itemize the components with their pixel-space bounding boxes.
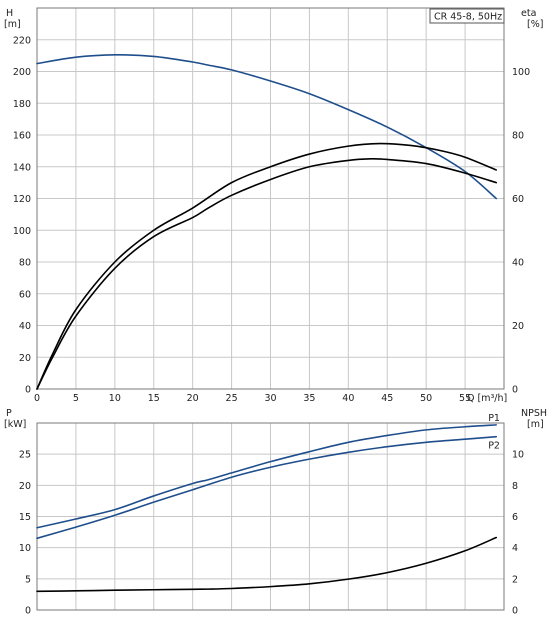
grid-layer — [36, 7, 505, 611]
x-tick-label: 10 — [109, 393, 121, 404]
left-tick-label: 80 — [19, 258, 31, 269]
left-tick-label: 220 — [13, 35, 31, 46]
left-tick-label: 20 — [19, 353, 31, 364]
left-tick-label: 0 — [25, 385, 31, 396]
left-tick-label: 100 — [13, 226, 31, 237]
x-tick-label: 5 — [73, 393, 79, 404]
right-tick-label: 60 — [512, 194, 524, 205]
left-tick-label: 15 — [19, 512, 31, 523]
x-tick-label: 25 — [226, 393, 238, 404]
right-axis-label: NPSH — [521, 408, 547, 419]
left-axis-label: H — [6, 8, 13, 19]
left-tick-label: 40 — [19, 321, 31, 332]
efficiency-inner-curve — [36, 157, 498, 390]
left-tick-label: 0 — [25, 606, 31, 617]
x-tick-label: 20 — [187, 393, 199, 404]
labels-layer: 0204060801001201401601802002200204060801… — [4, 8, 547, 617]
legend-label: CR 45-8, 50Hz — [434, 12, 502, 23]
legend-box — [429, 8, 505, 24]
left-tick-label: 25 — [19, 450, 31, 461]
left-tick-label: 140 — [13, 162, 31, 173]
right-tick-label: 0 — [512, 606, 518, 617]
left-tick-label: 20 — [19, 481, 31, 492]
x-tick-label: 0 — [34, 393, 40, 404]
left-tick-label: 180 — [13, 99, 31, 110]
x-tick-label: 55 — [459, 393, 471, 404]
right-tick-label: 80 — [512, 131, 524, 142]
efficiency-outer-curve — [36, 142, 498, 390]
left-tick-label: 160 — [13, 131, 31, 142]
series-label-p1: P1 — [488, 413, 500, 424]
x-tick-label: 45 — [381, 393, 393, 404]
plot-frame — [36, 7, 505, 390]
plot-frame — [36, 422, 505, 611]
x-tick-label: 30 — [264, 393, 276, 404]
x-tick-label: 35 — [303, 393, 315, 404]
right-tick-label: 4 — [512, 543, 518, 554]
left-tick-label: 120 — [13, 194, 31, 205]
npsh-curve — [36, 536, 498, 593]
x-tick-label: 15 — [148, 393, 160, 404]
head-curve — [36, 54, 498, 200]
right-tick-label: 100 — [512, 67, 530, 78]
right-tick-label: 20 — [512, 321, 524, 332]
left-axis-label: P — [6, 408, 12, 419]
right-axis-unit: [m] — [527, 419, 544, 430]
x-tick-label: 50 — [420, 393, 432, 404]
p1-curve — [36, 424, 498, 529]
right-tick-label: 40 — [512, 258, 524, 269]
left-axis-unit: [m] — [4, 19, 21, 30]
curves-layer — [36, 54, 498, 593]
right-axis-label: eta — [521, 8, 536, 19]
right-tick-label: 10 — [512, 450, 524, 461]
left-tick-label: 5 — [25, 574, 31, 585]
right-axis-unit: [%] — [527, 19, 543, 30]
left-axis-unit: [kW] — [4, 419, 26, 430]
series-label-p2: P2 — [488, 441, 500, 452]
left-tick-label: 200 — [13, 67, 31, 78]
p2-curve — [36, 435, 498, 540]
x-tick-label: 40 — [342, 393, 354, 404]
left-tick-label: 10 — [19, 543, 31, 554]
right-tick-label: 8 — [512, 481, 518, 492]
right-tick-label: 6 — [512, 512, 518, 523]
right-tick-label: 2 — [512, 574, 518, 585]
x-axis-label: Q [m³/h] — [467, 393, 507, 404]
left-tick-label: 60 — [19, 289, 31, 300]
right-tick-label: 0 — [512, 385, 518, 396]
